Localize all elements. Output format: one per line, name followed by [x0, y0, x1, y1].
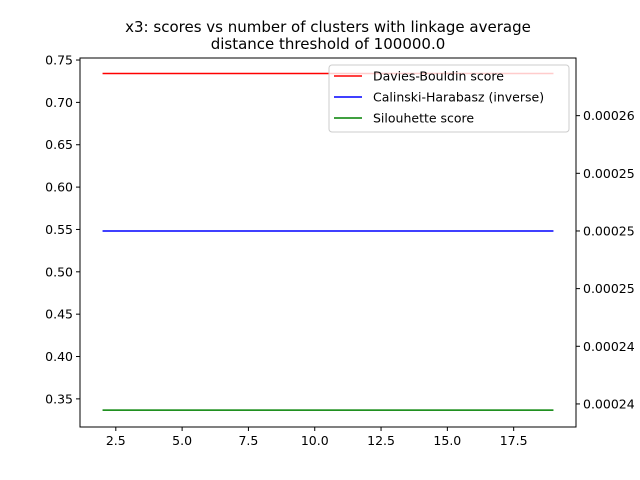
left-tick-label: 0.50 — [45, 264, 73, 279]
x-tick-label: 17.5 — [500, 433, 528, 448]
right-y-axis: 0.00024 0.00024 0.00025 0.00025 0.00025 0.000… — [576, 108, 635, 411]
x-tick-label: 7.5 — [238, 433, 258, 448]
left-tick-label: 0.70 — [45, 95, 73, 110]
left-tick-label: 0.35 — [45, 391, 73, 406]
left-y-axis: 0.35 0.40 0.45 0.50 0.55 0.60 0.65 0.70 0.75 — [45, 53, 80, 406]
plot-frame — [79, 57, 577, 428]
left-tick-label: 0.65 — [45, 137, 73, 152]
legend-box — [328, 64, 570, 133]
x-tick-label: 12.5 — [367, 433, 395, 448]
left-tick-label: 0.40 — [45, 349, 73, 364]
x-tick-label: 2.5 — [106, 433, 126, 448]
x-tick-label: 15.0 — [433, 433, 461, 448]
left-tick-label: 0.45 — [45, 307, 73, 322]
right-tick-label: 0.00026 — [583, 108, 635, 123]
chart-title-line2: distance threshold of 100000.0 — [211, 35, 446, 53]
legend: Davies-Bouldin score Calinski-Harabasz (i… — [328, 64, 570, 133]
legend-label-0: Davies-Bouldin score — [373, 69, 504, 84]
right-tick-label: 0.00025 — [583, 281, 635, 296]
x-tick-label: 10.0 — [301, 433, 329, 448]
right-tick-label: 0.00025 — [583, 223, 635, 238]
left-tick-label: 0.55 — [45, 222, 73, 237]
legend-label-2: Silouhette score — [373, 111, 474, 126]
right-tick-label: 0.00025 — [583, 166, 635, 181]
x-axis: 2.5 5.0 7.5 10.0 12.5 15.0 17.5 — [106, 427, 528, 448]
left-tick-label: 0.75 — [45, 53, 73, 68]
left-tick-label: 0.60 — [45, 180, 73, 195]
chart-title-line1: x3: scores vs number of clusters with li… — [125, 18, 531, 36]
x-tick-label: 5.0 — [172, 433, 192, 448]
right-tick-label: 0.00024 — [583, 339, 635, 354]
legend-label-1: Calinski-Harabasz (inverse) — [373, 90, 544, 105]
right-tick-label: 0.00024 — [583, 396, 635, 411]
